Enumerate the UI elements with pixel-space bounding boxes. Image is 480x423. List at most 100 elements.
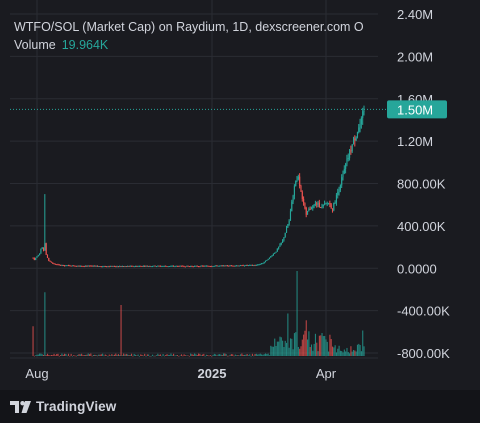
volume-bar — [291, 338, 293, 356]
candle-body — [161, 266, 163, 268]
volume-bar — [282, 340, 284, 356]
candle-body — [138, 265, 140, 267]
candle-body — [171, 265, 173, 267]
candle-body — [153, 265, 155, 267]
volume-bar — [146, 354, 148, 356]
volume-legend: Volume 19.964K — [14, 38, 108, 52]
candle-body — [200, 265, 202, 267]
volume-bar — [48, 354, 50, 356]
candle-body — [328, 203, 330, 205]
volume-bar — [254, 354, 256, 356]
volume-bar — [317, 351, 319, 356]
volume-bar — [32, 326, 34, 356]
volume-bar — [342, 352, 344, 356]
volume-bar — [216, 355, 218, 356]
candle-body — [272, 253, 274, 256]
volume-bar — [313, 343, 315, 356]
candle-body — [229, 265, 231, 267]
volume-bar — [229, 354, 231, 356]
volume-bar — [274, 338, 276, 356]
volume-bar — [358, 343, 360, 356]
candle-body — [158, 265, 160, 267]
candle-body — [62, 265, 64, 267]
volume-bar — [270, 345, 272, 356]
candle-body — [134, 265, 137, 267]
volume-bar — [60, 354, 62, 356]
candle-body — [213, 265, 215, 267]
candle-body — [360, 117, 362, 125]
volume-bar — [132, 355, 134, 357]
candle-body — [341, 177, 343, 186]
candle-body — [334, 202, 336, 204]
candle-body — [246, 265, 248, 267]
volume-bar — [112, 355, 114, 356]
candle-body — [121, 266, 123, 268]
candle-body — [343, 168, 345, 174]
candle-body — [339, 185, 341, 191]
volume-bar — [199, 353, 201, 356]
volume-bar — [329, 334, 331, 356]
volume-bar — [71, 355, 74, 357]
candle-body — [271, 255, 273, 257]
volume-bar — [162, 354, 164, 356]
candle-body — [243, 265, 246, 267]
y-tick-label: 400.00K — [397, 219, 446, 234]
volume-bar — [195, 354, 197, 356]
candle-body — [155, 266, 158, 268]
volume-bar — [264, 353, 267, 356]
volume-bar — [194, 353, 196, 356]
volume-bar — [347, 352, 349, 356]
candle-body — [303, 198, 305, 204]
candle-body — [259, 263, 261, 265]
y-tick-label: 1.20M — [397, 134, 433, 149]
candle-body — [296, 179, 298, 181]
candle-body — [226, 265, 228, 267]
volume-bar — [148, 354, 150, 356]
candle-body — [91, 265, 93, 267]
volume-bar — [309, 347, 311, 356]
volume-bar — [95, 355, 97, 356]
volume-bar — [228, 355, 230, 357]
volume-bar — [74, 355, 76, 357]
volume-bar — [36, 354, 38, 356]
volume-bar — [113, 354, 116, 356]
candle-body — [95, 265, 97, 267]
volume-bar — [350, 346, 352, 356]
candle-body — [314, 203, 317, 205]
volume-bar — [359, 344, 361, 356]
tradingview-logo[interactable]: TradingView — [10, 399, 116, 414]
volume-bar — [354, 350, 356, 356]
volume-bar — [236, 355, 238, 356]
candle-body — [179, 265, 181, 267]
candle-body — [163, 265, 165, 267]
volume-bar — [266, 353, 268, 356]
candle-body — [178, 265, 180, 267]
volume-bar — [142, 355, 144, 357]
candle-body — [207, 265, 209, 267]
candle-body — [111, 265, 113, 267]
volume-bar — [33, 355, 35, 357]
volume-bar — [61, 353, 63, 356]
volume-bar — [104, 354, 106, 356]
candle-body — [142, 265, 144, 267]
volume-bar — [169, 354, 171, 356]
volume-bar — [175, 355, 177, 356]
candle-body — [317, 202, 319, 205]
candle-body — [45, 243, 47, 255]
candle-body — [52, 262, 54, 264]
volume-bar — [258, 354, 260, 356]
volume-bar — [230, 354, 232, 356]
candle-body — [173, 265, 175, 267]
chart-area[interactable]: 2.40M2.00M1.60M1.20M800.00K400.00K0.0000… — [0, 0, 480, 390]
volume-bar — [226, 355, 228, 357]
volume-bar — [272, 346, 274, 356]
candle-body — [46, 254, 49, 258]
candle-body — [268, 257, 271, 260]
candle-body — [240, 265, 242, 267]
volume-bar — [157, 353, 159, 356]
candle-body — [85, 265, 87, 267]
candle-body — [225, 265, 227, 267]
volume-bar — [155, 355, 158, 356]
candle-body — [330, 204, 332, 209]
candle-body — [159, 265, 162, 267]
